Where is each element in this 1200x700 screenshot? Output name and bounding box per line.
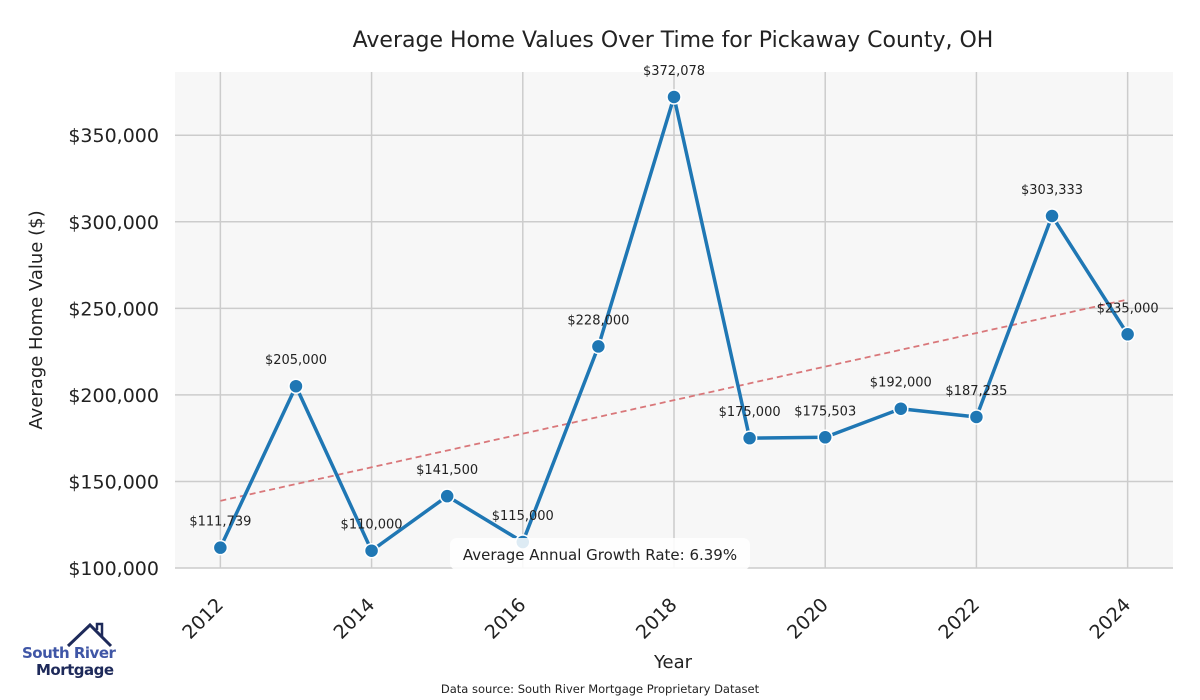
x-tick-label: 2016 — [481, 594, 531, 644]
data-point — [212, 539, 229, 556]
x-axis-label: Year — [653, 652, 693, 673]
south-river-mortgage-logo: South River Mortgage — [22, 620, 122, 680]
x-tick-label: 2020 — [783, 594, 833, 644]
y-tick-label: $150,000 — [68, 471, 159, 493]
data-source-note: Data source: South River Mortgage Propri… — [441, 682, 760, 696]
data-point — [893, 400, 909, 417]
y-axis-label: Average Home Value ($) — [26, 210, 47, 429]
data-label: $235,000 — [1097, 301, 1159, 316]
x-tick-label: 2018 — [632, 594, 682, 644]
data-label: $110,000 — [341, 518, 403, 533]
data-label: $187,235 — [945, 384, 1007, 399]
y-tick-label: $100,000 — [68, 558, 159, 580]
y-tick-label: $350,000 — [68, 125, 159, 147]
data-label: $372,078 — [643, 64, 705, 79]
data-label: $175,503 — [794, 404, 856, 419]
data-label: $141,500 — [416, 463, 478, 478]
x-tick-label: 2012 — [178, 594, 228, 644]
data-label: $303,333 — [1021, 183, 1083, 198]
growth-rate-annotation: Average Annual Growth Rate: 6.39% — [463, 546, 737, 564]
data-point — [968, 409, 985, 425]
data-point — [666, 89, 682, 105]
y-tick-label: $250,000 — [68, 298, 159, 320]
x-tick-label: 2014 — [329, 594, 379, 644]
data-point — [741, 430, 758, 446]
trend-line — [220, 298, 1128, 502]
data-label: $111,739 — [189, 515, 251, 530]
data-point — [1044, 208, 1060, 224]
data-label: $228,000 — [567, 313, 629, 328]
x-tick-label: 2022 — [934, 594, 984, 644]
house-roof-icon — [66, 622, 113, 648]
data-label: $115,000 — [492, 509, 554, 524]
data-label: $205,000 — [265, 353, 327, 368]
data-point — [288, 378, 304, 394]
annotation-box — [450, 538, 750, 570]
y-tick-label: $300,000 — [68, 212, 159, 234]
x-tick-label: 2024 — [1086, 594, 1136, 644]
y-tick-label: $200,000 — [68, 385, 159, 407]
data-label: $175,000 — [719, 405, 781, 420]
chart-title: Average Home Values Over Time for Pickaw… — [353, 28, 994, 53]
data-label: $192,000 — [870, 376, 932, 391]
data-point — [439, 488, 455, 504]
data-point — [817, 429, 833, 446]
data-point — [1119, 326, 1136, 343]
data-point — [590, 338, 607, 355]
data-point — [363, 542, 380, 559]
